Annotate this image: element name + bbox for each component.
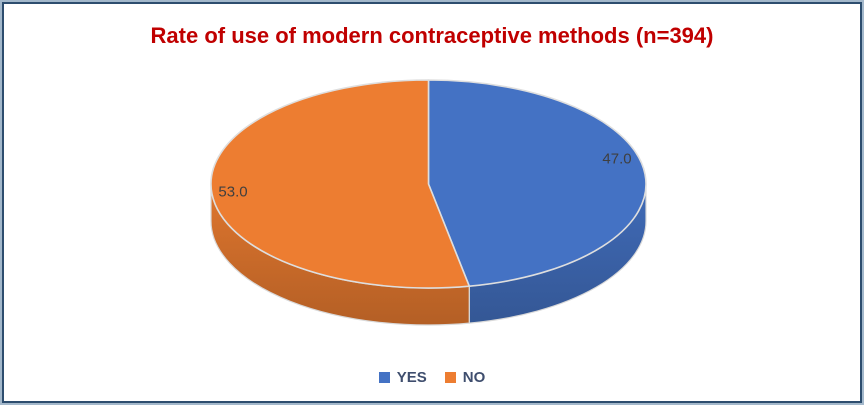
data-label-yes: 47.0 bbox=[602, 151, 631, 168]
pie-slice-yes[interactable] bbox=[427, 79, 647, 287]
legend-label-no: NO bbox=[462, 368, 486, 386]
chart-title: Rate of use of modern contraceptive meth… bbox=[150, 23, 714, 48]
legend-swatch-yes-icon bbox=[378, 371, 390, 383]
legend-item-yes[interactable]: YES bbox=[378, 368, 427, 386]
legend: YES NO bbox=[0, 367, 864, 387]
legend-item-no[interactable]: NO bbox=[444, 368, 486, 386]
legend-label-yes: YES bbox=[396, 368, 427, 386]
data-label-no: 53.0 bbox=[218, 184, 247, 201]
pie-slice-no[interactable] bbox=[210, 79, 471, 289]
legend-swatch-no-icon bbox=[444, 371, 456, 383]
